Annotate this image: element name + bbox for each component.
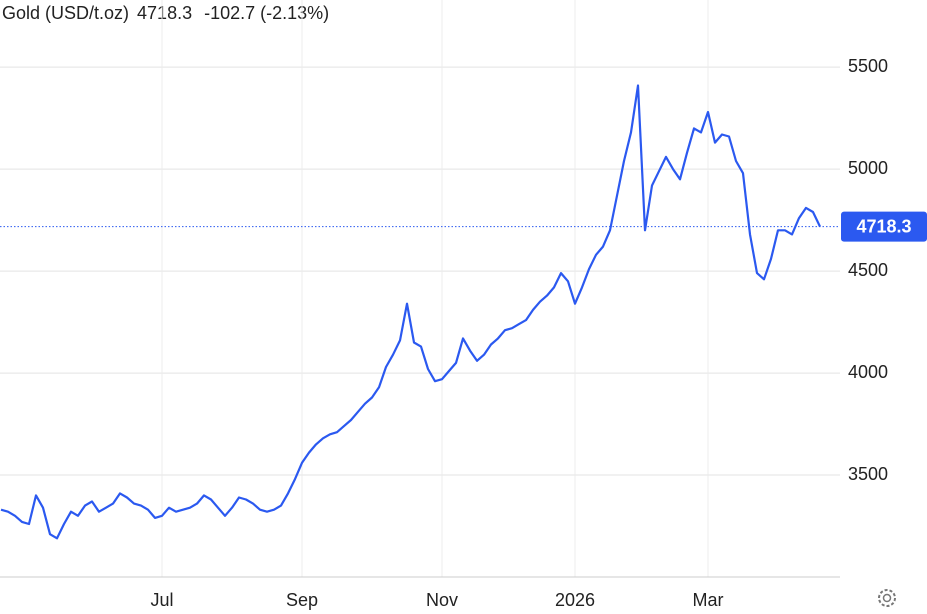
price-tag: 4718.3 xyxy=(856,216,911,236)
y-tick-label: 3500 xyxy=(848,464,888,484)
header-price: 4718.3 xyxy=(137,3,192,23)
gear-inner xyxy=(882,593,892,603)
x-tick-label: Jul xyxy=(150,590,173,610)
y-tick-label: 4000 xyxy=(848,362,888,382)
x-tick-label: Nov xyxy=(426,590,458,610)
x-tick-label: Sep xyxy=(286,590,318,610)
settings-icon[interactable] xyxy=(878,589,896,607)
x-tick-label: 2026 xyxy=(555,590,595,610)
y-tick-label: 4500 xyxy=(848,260,888,280)
y-tick-label: 5500 xyxy=(848,56,888,76)
y-tick-label: 5000 xyxy=(848,158,888,178)
price-line xyxy=(0,84,821,540)
series-name: Gold (USD/t.oz) xyxy=(2,3,129,23)
gear-outer xyxy=(878,589,896,607)
price-tag-box xyxy=(841,211,927,242)
x-tick-label: Mar xyxy=(693,590,724,610)
header-change: -102.7 (-2.13%) xyxy=(204,3,329,23)
